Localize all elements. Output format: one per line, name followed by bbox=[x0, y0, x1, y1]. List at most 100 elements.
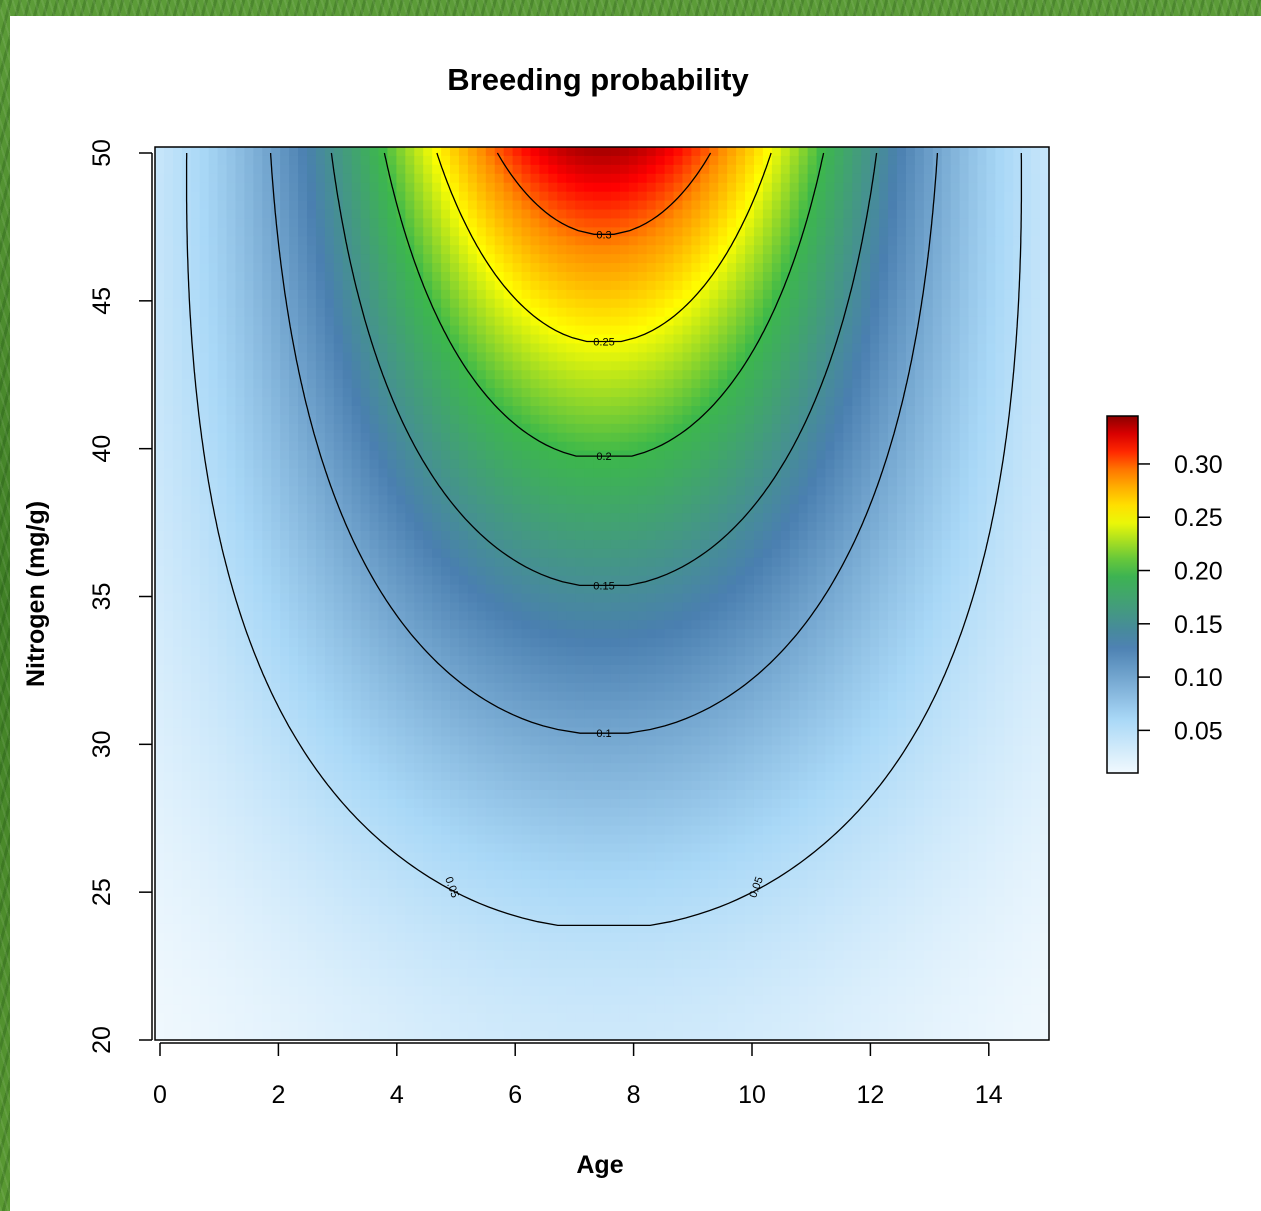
heat-cell bbox=[280, 227, 290, 237]
heat-cell bbox=[646, 298, 657, 309]
heat-cell bbox=[333, 557, 344, 568]
heat-cell bbox=[351, 155, 362, 166]
heat-cell bbox=[414, 352, 424, 362]
heat-cell bbox=[512, 272, 523, 282]
heat-cell bbox=[351, 173, 362, 184]
heat-cell bbox=[298, 182, 308, 193]
heat-cell bbox=[387, 522, 397, 532]
heat-cell bbox=[1004, 477, 1014, 487]
heat-cell bbox=[602, 147, 612, 157]
heat-cell bbox=[655, 227, 666, 237]
heat-cell bbox=[199, 486, 210, 496]
heat-cell bbox=[655, 307, 666, 318]
heat-cell bbox=[619, 155, 630, 166]
heat-cell bbox=[843, 218, 853, 228]
heat-cell bbox=[995, 352, 1005, 362]
heat-cell bbox=[780, 236, 791, 246]
heat-cell bbox=[861, 200, 871, 211]
heat-cell bbox=[1013, 155, 1023, 166]
heat-cell bbox=[476, 209, 487, 220]
heat-cell bbox=[1013, 566, 1023, 577]
heat-cell bbox=[637, 334, 648, 345]
heat-cell bbox=[1040, 566, 1050, 577]
heat-cell bbox=[181, 405, 192, 416]
heat-cell bbox=[941, 343, 952, 353]
heat-cell bbox=[762, 218, 773, 228]
heat-cell bbox=[324, 263, 335, 273]
heat-cell bbox=[566, 450, 576, 461]
heat-cell bbox=[566, 191, 576, 202]
heat-cell bbox=[619, 298, 630, 309]
heat-cell bbox=[476, 200, 487, 211]
heat-cell bbox=[914, 477, 925, 487]
heat-cell bbox=[628, 441, 639, 452]
heat-cell bbox=[396, 361, 406, 371]
heat-cell bbox=[825, 361, 836, 371]
heat-cell bbox=[753, 254, 764, 264]
heat-cell bbox=[941, 450, 952, 461]
heat-cell bbox=[208, 379, 219, 389]
heat-cell bbox=[432, 245, 442, 255]
heat-cell bbox=[557, 352, 567, 362]
heat-cell bbox=[888, 298, 898, 309]
heat-cell bbox=[163, 530, 174, 541]
heat-cell bbox=[923, 513, 934, 523]
heat-cell bbox=[351, 263, 362, 273]
heat-cell bbox=[485, 343, 496, 353]
heat-cell bbox=[235, 147, 245, 157]
heat-cell bbox=[199, 236, 210, 246]
heat-cell bbox=[861, 361, 871, 371]
heat-cell bbox=[602, 468, 612, 479]
heat-cell bbox=[593, 182, 603, 193]
heat-cell bbox=[736, 361, 746, 371]
heat-cell bbox=[217, 370, 228, 380]
heat-cell bbox=[879, 227, 889, 237]
heat-cell bbox=[217, 539, 228, 550]
heat-cell bbox=[664, 164, 675, 175]
heat-cell bbox=[986, 316, 996, 327]
heat-cell bbox=[584, 352, 594, 362]
heat-cell bbox=[602, 423, 612, 434]
heat-cell bbox=[1022, 343, 1032, 353]
heat-cell bbox=[852, 155, 862, 166]
heat-cell bbox=[521, 468, 532, 479]
heat-cell bbox=[450, 245, 460, 255]
heat-cell bbox=[959, 218, 970, 228]
heat-cell bbox=[557, 397, 567, 407]
heat-cell bbox=[879, 325, 889, 336]
heat-cell bbox=[199, 379, 210, 389]
heat-cell bbox=[870, 513, 880, 523]
heat-cell bbox=[280, 209, 290, 220]
heat-cell bbox=[575, 441, 585, 452]
heat-cell bbox=[181, 388, 192, 398]
heat-cell bbox=[673, 504, 684, 514]
heat-cell bbox=[378, 513, 389, 523]
heat-cell bbox=[628, 557, 639, 568]
heat-cell bbox=[691, 200, 701, 211]
heat-cell bbox=[995, 370, 1005, 380]
heat-cell bbox=[753, 218, 764, 228]
heat-cell bbox=[306, 379, 317, 389]
heat-cell bbox=[610, 191, 621, 202]
heat-cell bbox=[244, 352, 254, 362]
heat-cell bbox=[977, 405, 988, 416]
heat-cell bbox=[333, 414, 344, 425]
heat-cell bbox=[566, 504, 576, 514]
heat-cell bbox=[441, 343, 451, 353]
heat-cell bbox=[1013, 218, 1023, 228]
heat-cell bbox=[1031, 361, 1041, 371]
heat-cell bbox=[932, 468, 943, 479]
heat-cell bbox=[494, 155, 505, 166]
heat-cell bbox=[280, 361, 290, 371]
heat-cell bbox=[539, 155, 549, 166]
heat-cell bbox=[387, 245, 397, 255]
heat-cell bbox=[602, 155, 612, 166]
heat-cell bbox=[709, 477, 719, 487]
heat-cell bbox=[360, 343, 371, 353]
heat-cell bbox=[575, 557, 585, 568]
heat-cell bbox=[199, 548, 210, 559]
heat-cell bbox=[619, 423, 630, 434]
heat-cell bbox=[727, 468, 737, 479]
heat-cell bbox=[503, 155, 514, 166]
heat-cell bbox=[441, 227, 451, 237]
